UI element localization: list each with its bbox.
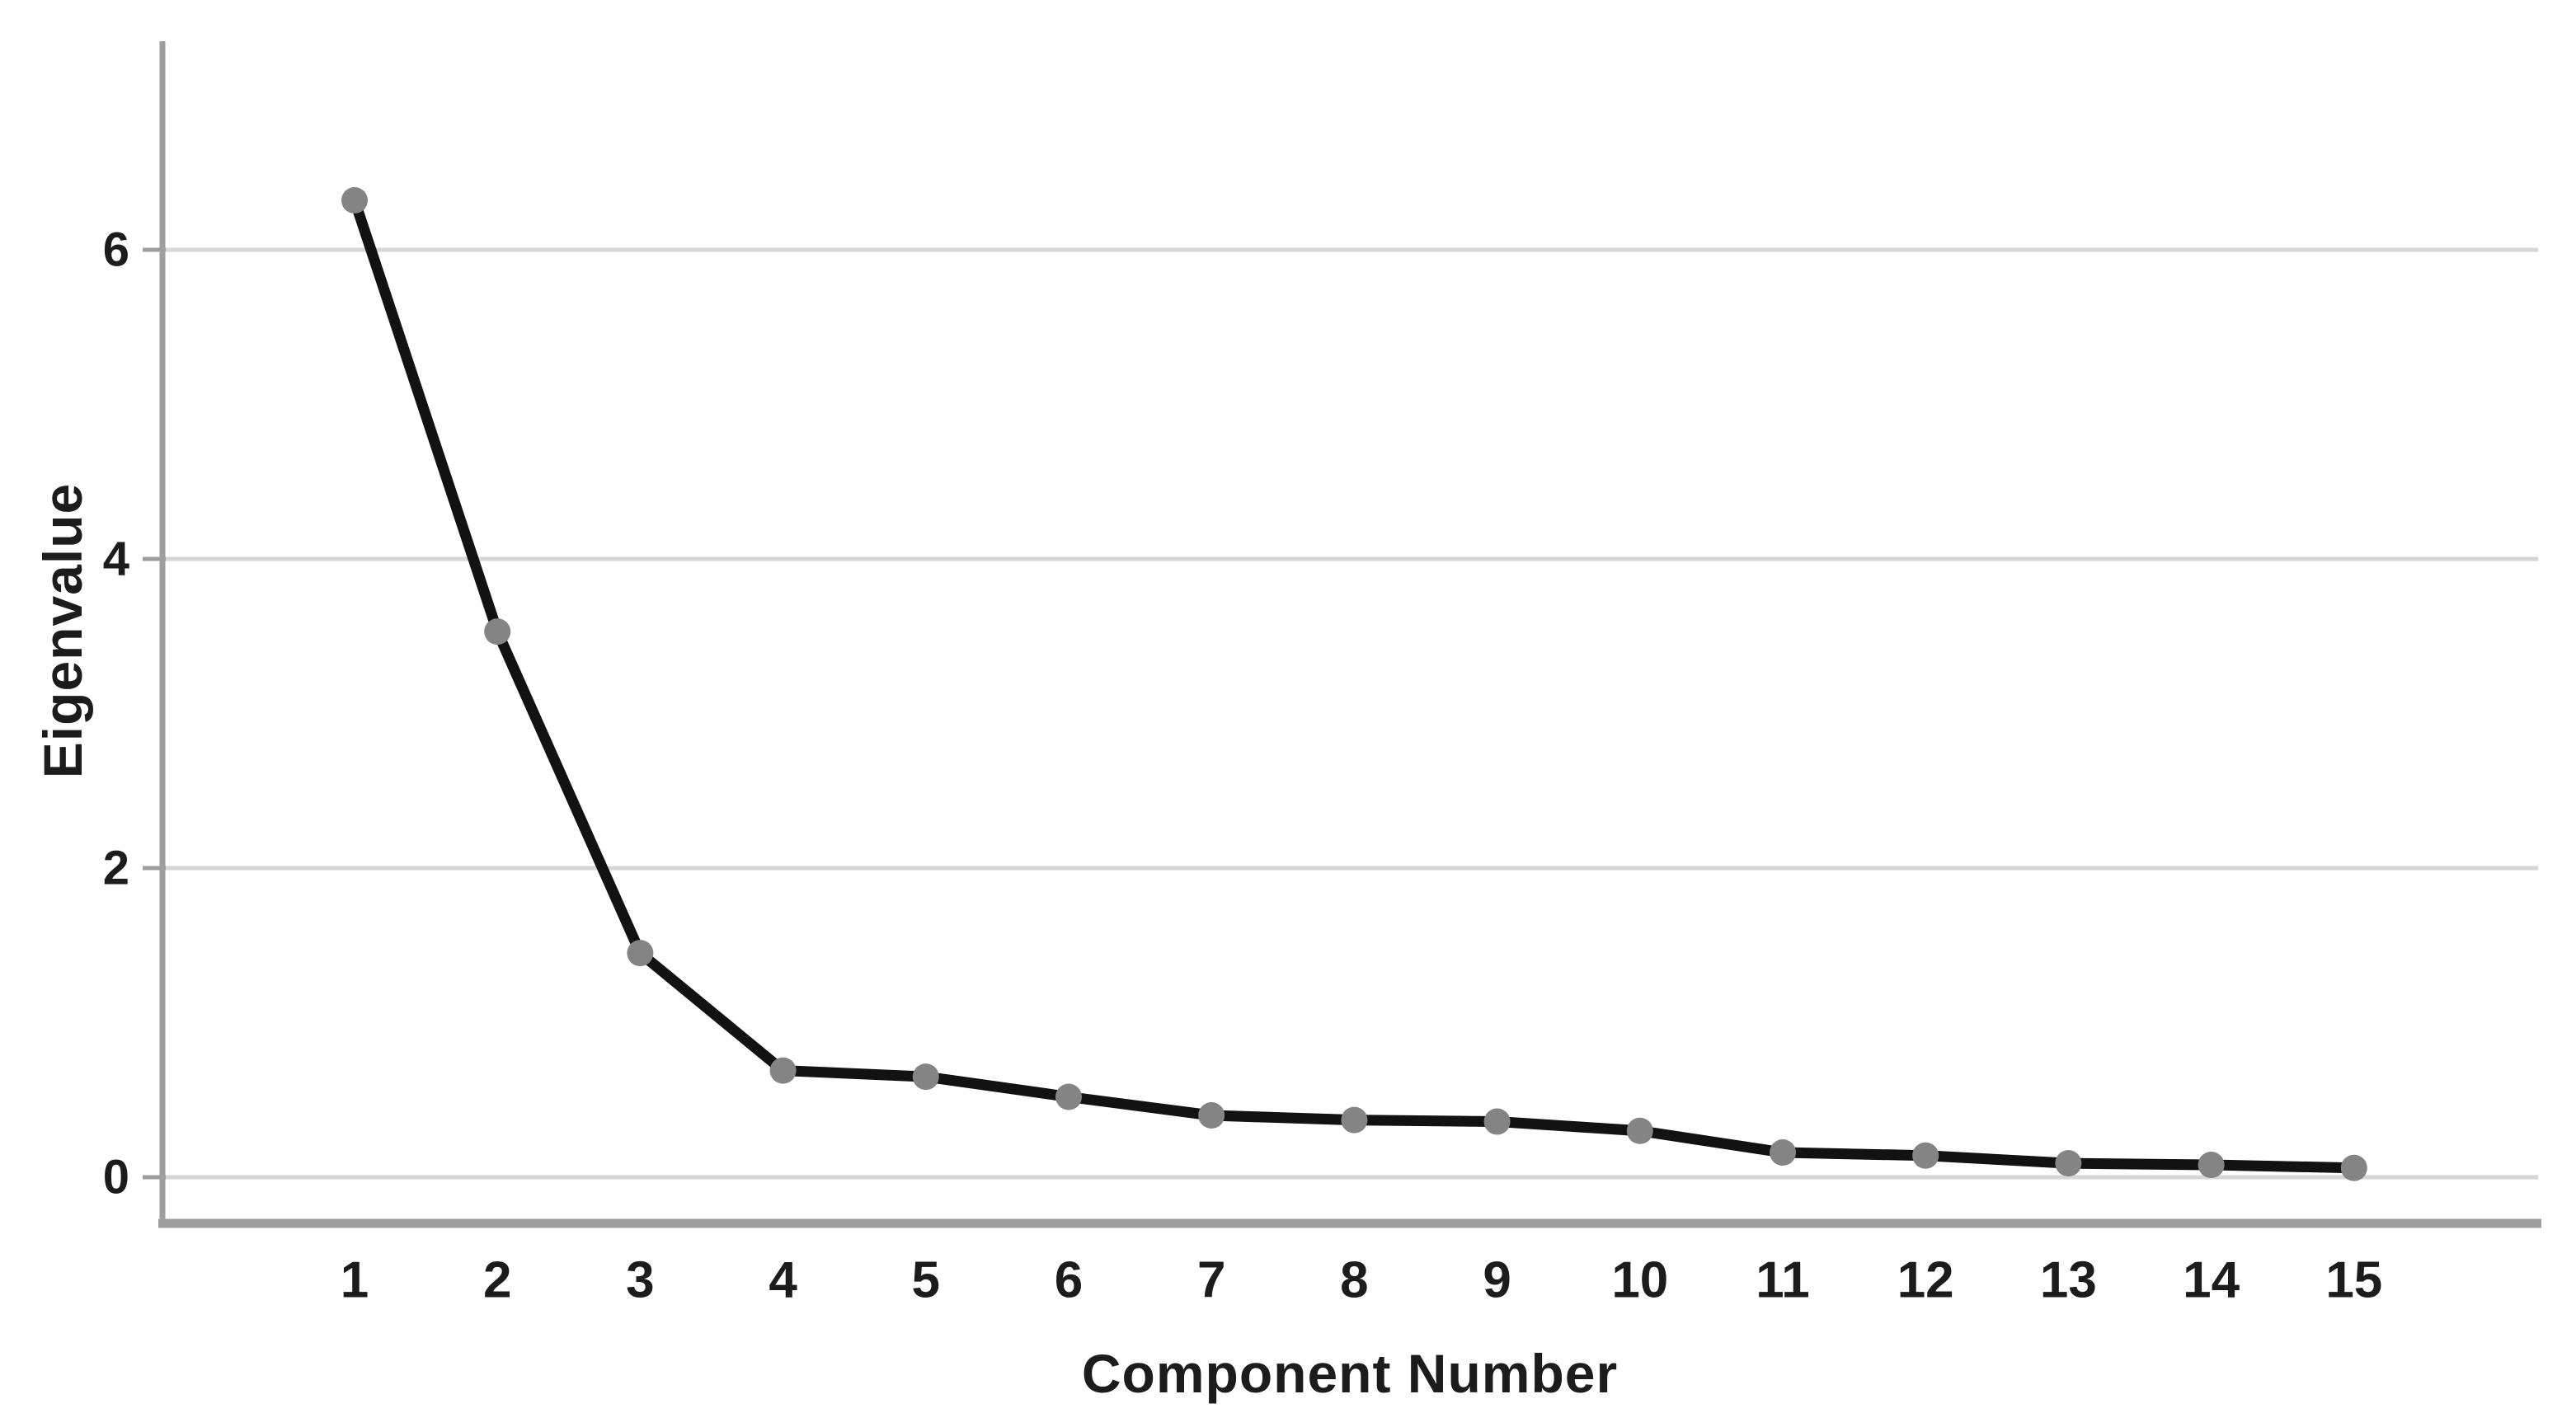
x-tick-label: 2	[483, 1252, 511, 1309]
data-point-marker	[1770, 1139, 1796, 1166]
y-axis-title: Eigenvalue	[32, 482, 93, 779]
x-tick-label: 8	[1340, 1252, 1368, 1309]
y-tick-label: 6	[103, 223, 129, 277]
x-tick-label: 7	[1197, 1252, 1225, 1309]
data-point-marker	[769, 1057, 797, 1084]
x-tick-label: 13	[2040, 1252, 2097, 1309]
y-tick-label: 0	[103, 1151, 129, 1204]
data-point-marker	[1483, 1108, 1511, 1135]
x-tick-label: 5	[912, 1252, 940, 1309]
data-point-marker	[341, 187, 368, 214]
data-point-marker	[2055, 1150, 2082, 1177]
x-tick-label: 9	[1483, 1252, 1511, 1309]
x-tick-label: 4	[769, 1252, 797, 1309]
x-axis-title: Component Number	[1081, 1343, 1619, 1404]
data-point-marker	[912, 1063, 939, 1091]
x-tick-label: 3	[626, 1252, 654, 1309]
data-point-marker	[2198, 1152, 2225, 1178]
x-tick-label: 6	[1055, 1252, 1083, 1309]
data-point-marker	[1626, 1117, 1653, 1144]
eigenvalue-series-line	[349, 195, 2360, 1174]
data-point-marker	[2340, 1154, 2367, 1181]
data-point-marker	[484, 618, 511, 645]
data-point-marker	[1055, 1083, 1082, 1110]
data-point-marker	[1912, 1142, 1939, 1169]
x-tick-label: 1	[341, 1252, 369, 1309]
x-tick-label: 10	[1611, 1252, 1668, 1309]
data-point-marker	[1341, 1106, 1368, 1134]
x-tick-label: 11	[1756, 1252, 1810, 1309]
x-tick-label: 15	[2325, 1252, 2382, 1309]
x-tick-label: 12	[1897, 1252, 1954, 1309]
data-point-marker	[1198, 1102, 1225, 1129]
x-tick-label: 14	[2183, 1252, 2240, 1309]
y-tick-label: 4	[103, 533, 129, 586]
data-point-marker	[627, 940, 654, 967]
y-tick-label: 2	[103, 842, 129, 895]
